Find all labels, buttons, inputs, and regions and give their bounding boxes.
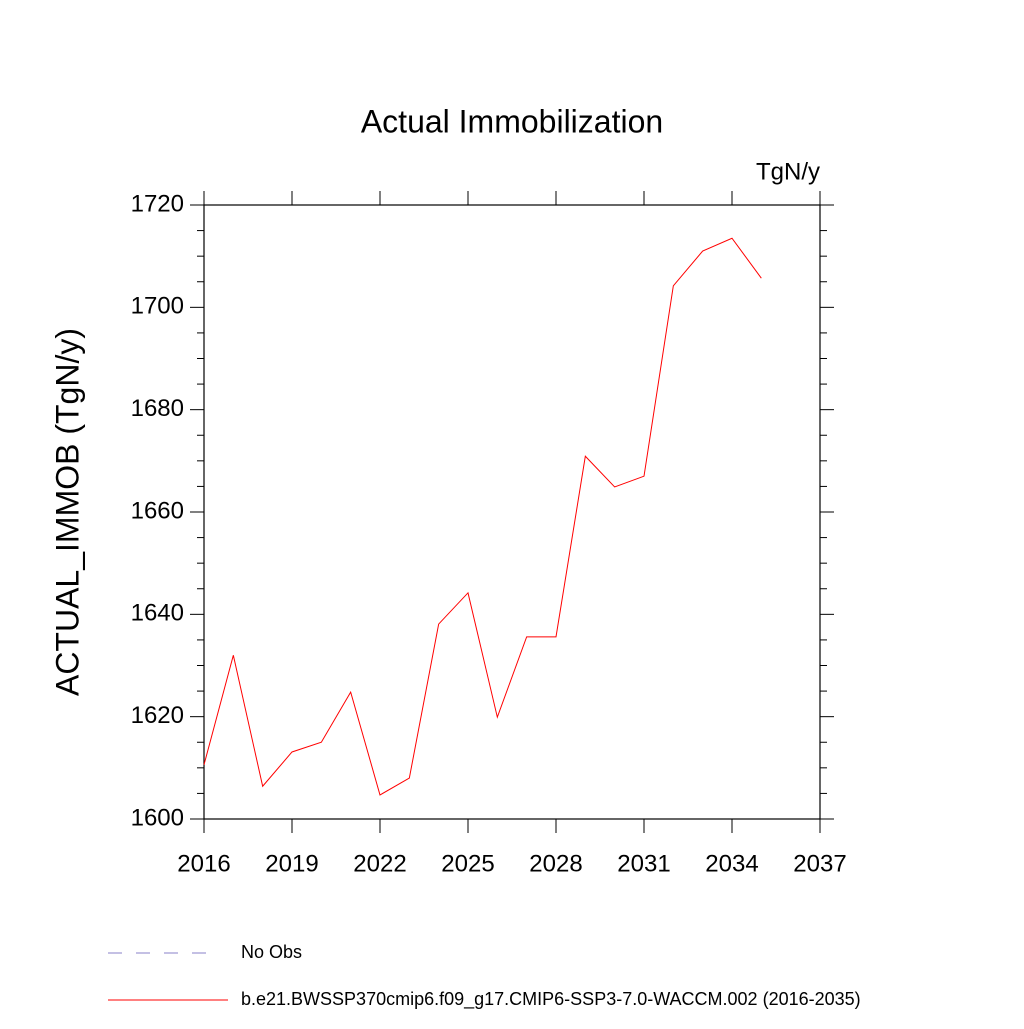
y-tick-label: 1640 — [131, 600, 184, 627]
x-tick-label: 2037 — [793, 850, 846, 877]
y-axis-label: ACTUAL_IMMOB (TgN/y) — [49, 328, 85, 696]
y-tick-label: 1660 — [131, 497, 184, 524]
x-tick-label: 2025 — [441, 850, 494, 877]
y-tick-label: 1720 — [131, 190, 184, 217]
x-tick-label: 2034 — [705, 850, 758, 877]
x-tick-label: 2031 — [617, 850, 670, 877]
legend-label: No Obs — [241, 942, 302, 962]
x-tick-label: 2028 — [529, 850, 582, 877]
x-tick-label: 2022 — [353, 850, 406, 877]
y-tick-label: 1680 — [131, 395, 184, 422]
x-tick-label: 2016 — [177, 850, 230, 877]
y-tick-label: 1700 — [131, 293, 184, 320]
data-line — [203, 237, 762, 796]
legend-label: b.e21.BWSSP370cmip6.f09_g17.CMIP6-SSP3-7… — [241, 989, 861, 1010]
y-tick-label: 1600 — [131, 804, 184, 831]
y-tick-label: 1620 — [131, 702, 184, 729]
chart-title: Actual Immobilization — [361, 103, 663, 139]
units-label: TgN/y — [756, 158, 820, 185]
x-tick-label: 2019 — [265, 850, 318, 877]
